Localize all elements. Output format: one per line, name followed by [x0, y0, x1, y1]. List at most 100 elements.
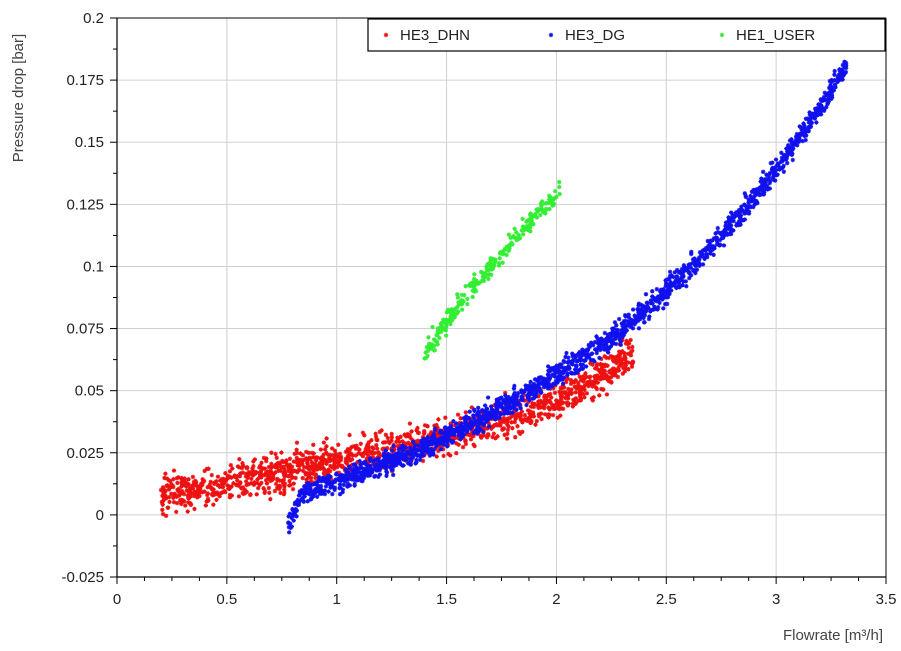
data-point: [385, 464, 390, 469]
data-point: [707, 240, 713, 246]
data-point: [181, 482, 186, 488]
data-point: [723, 220, 729, 225]
data-point: [586, 342, 591, 348]
data-point: [393, 451, 398, 457]
data-point: [389, 448, 395, 453]
data-point: [409, 441, 415, 447]
data-point: [729, 215, 734, 221]
data-point: [517, 402, 522, 407]
data-point: [553, 402, 559, 407]
data-point: [512, 408, 518, 413]
data-point: [174, 494, 179, 499]
data-point: [541, 405, 547, 411]
data-point: [439, 438, 444, 444]
data-point: [165, 505, 171, 510]
data-point: [434, 428, 440, 434]
data-point: [309, 450, 315, 456]
data-point: [536, 414, 542, 419]
data-point: [770, 175, 776, 180]
data-point: [290, 486, 296, 492]
data-point: [349, 457, 355, 462]
data-point: [738, 213, 744, 218]
data-point: [410, 439, 416, 445]
data-point: [440, 326, 446, 332]
data-point: [515, 235, 521, 240]
data-point: [572, 398, 577, 403]
data-point: [537, 401, 542, 406]
data-point: [598, 368, 603, 373]
data-point: [484, 435, 490, 440]
data-point: [231, 481, 236, 486]
legend: HE3_DHN HE3_DG HE1_USER: [367, 18, 886, 52]
data-point: [340, 489, 345, 495]
data-point: [582, 395, 587, 400]
data-point: [384, 456, 390, 462]
data-point: [445, 440, 450, 445]
data-point: [495, 434, 500, 439]
data-point: [692, 256, 697, 262]
data-point: [498, 404, 504, 409]
data-point: [373, 434, 379, 440]
data-point: [272, 464, 277, 469]
data-point: [705, 238, 710, 244]
data-point: [373, 431, 378, 437]
data-point: [322, 491, 328, 497]
data-point: [622, 323, 627, 329]
data-point: [270, 476, 276, 481]
data-point: [525, 418, 530, 423]
data-point: [527, 397, 532, 403]
data-point: [303, 472, 309, 477]
data-point: [328, 477, 334, 482]
data-point: [315, 455, 320, 460]
data-point: [307, 455, 312, 460]
data-point: [717, 242, 723, 247]
data-point: [599, 373, 604, 379]
data-point: [748, 204, 754, 210]
data-point: [767, 186, 773, 191]
data-point: [168, 478, 173, 484]
data-point: [463, 417, 468, 422]
y-tick-label: 0.1: [83, 258, 104, 275]
data-point: [561, 385, 567, 390]
data-point: [614, 358, 619, 363]
data-point: [636, 301, 642, 306]
data-point: [227, 474, 232, 479]
data-point: [594, 373, 599, 378]
data-point: [528, 216, 533, 221]
data-point: [454, 421, 459, 426]
data-point: [309, 490, 314, 495]
data-point: [582, 358, 587, 363]
data-point: [507, 403, 512, 408]
data-point: [376, 451, 382, 456]
data-point: [750, 196, 755, 202]
data-point: [266, 473, 271, 478]
data-point: [624, 338, 629, 344]
data-point: [214, 479, 219, 484]
data-point: [321, 467, 327, 473]
data-point: [585, 347, 590, 352]
data-point: [512, 404, 517, 409]
data-point: [434, 422, 439, 428]
data-point: [673, 285, 679, 290]
data-point: [691, 268, 696, 273]
data-point: [612, 366, 617, 372]
data-point: [554, 375, 560, 380]
data-point: [600, 363, 606, 368]
data-point: [347, 446, 353, 452]
data-point: [650, 289, 655, 294]
data-point: [752, 198, 757, 203]
data-point: [697, 261, 702, 266]
data-point: [451, 311, 457, 316]
data-point: [687, 262, 692, 268]
data-point: [569, 379, 574, 384]
data-point: [614, 323, 619, 328]
data-point: [606, 375, 611, 380]
data-point: [518, 406, 523, 411]
data-point: [239, 486, 244, 491]
data-point: [498, 419, 503, 424]
data-point: [587, 374, 593, 379]
data-point: [356, 451, 361, 456]
data-point: [501, 251, 507, 257]
data-point: [259, 465, 265, 471]
